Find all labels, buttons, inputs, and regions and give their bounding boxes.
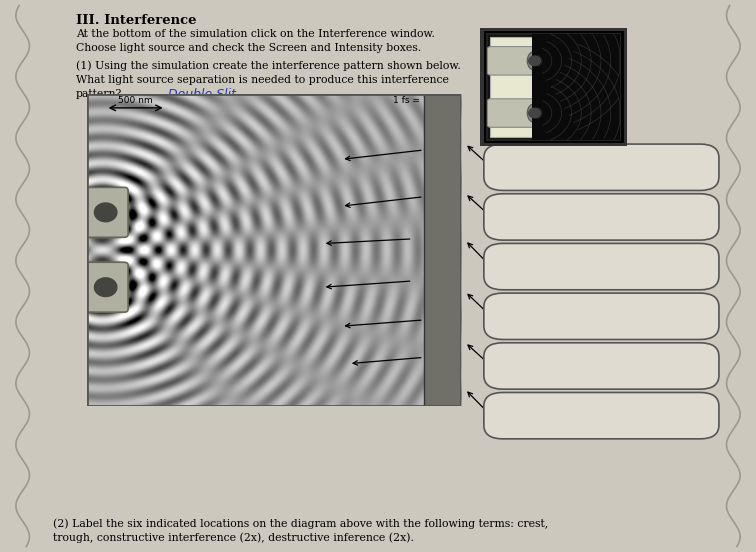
FancyBboxPatch shape — [482, 29, 626, 145]
Text: pattern?: pattern? — [76, 89, 122, 99]
FancyBboxPatch shape — [488, 34, 620, 140]
FancyBboxPatch shape — [484, 343, 719, 389]
Text: At the bottom of the simulation click on the Interference window.: At the bottom of the simulation click on… — [76, 29, 435, 39]
Text: (2) Label the six indicated locations on the diagram above with the following te: (2) Label the six indicated locations on… — [53, 519, 548, 529]
Text: Double Slit: Double Slit — [168, 88, 236, 102]
FancyBboxPatch shape — [484, 392, 719, 439]
FancyBboxPatch shape — [484, 293, 719, 339]
Text: Choose light source and check the Screen and Intensity boxes.: Choose light source and check the Screen… — [76, 43, 421, 53]
Circle shape — [528, 56, 541, 66]
Ellipse shape — [527, 104, 542, 123]
FancyBboxPatch shape — [484, 194, 719, 240]
Bar — [491, 37, 531, 137]
Text: (1) Using the simulation create the interference pattern shown below.: (1) Using the simulation create the inte… — [76, 61, 460, 71]
Text: 1 fs = 10⁻¹⁵ s: 1 fs = 10⁻¹⁵ s — [393, 95, 454, 105]
Bar — [423, 94, 461, 406]
Ellipse shape — [527, 51, 542, 70]
Text: What light source separation is needed to produce this interference: What light source separation is needed t… — [76, 75, 448, 85]
FancyBboxPatch shape — [488, 46, 538, 75]
Text: Interference: Interference — [516, 160, 591, 173]
Circle shape — [528, 108, 541, 118]
Text: 500 nm: 500 nm — [118, 95, 153, 105]
FancyBboxPatch shape — [488, 99, 538, 128]
FancyBboxPatch shape — [76, 188, 128, 237]
Circle shape — [94, 278, 117, 296]
Text: III. Interference: III. Interference — [76, 14, 196, 27]
FancyBboxPatch shape — [484, 144, 719, 190]
FancyBboxPatch shape — [484, 243, 719, 290]
FancyBboxPatch shape — [76, 262, 128, 312]
Bar — [531, 34, 620, 140]
Circle shape — [94, 203, 117, 222]
Text: trough, constructive interference (2x), destructive inference (2x).: trough, constructive interference (2x), … — [53, 533, 414, 543]
